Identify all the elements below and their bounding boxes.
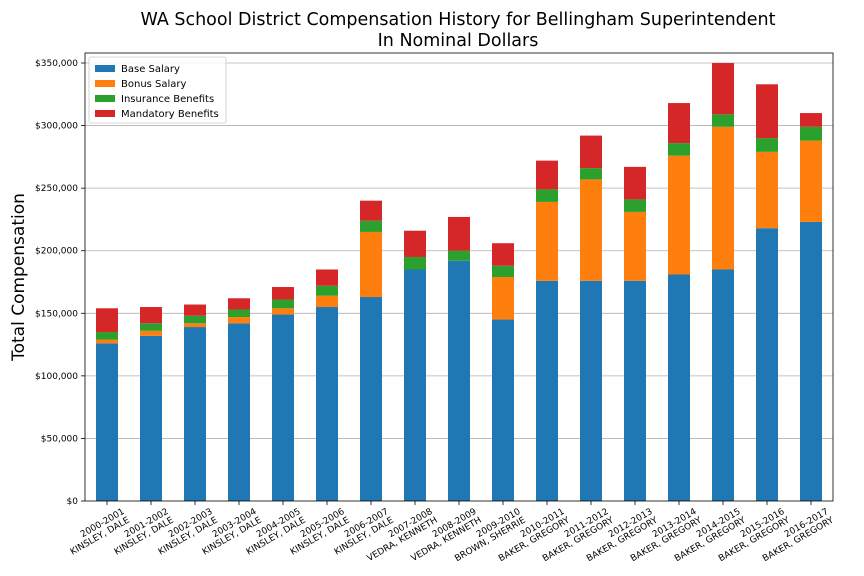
bar-segment-insurance-benefits bbox=[712, 114, 734, 127]
bar-segment-base-salary bbox=[800, 221, 822, 502]
bar-segment-mandatory-benefits bbox=[360, 200, 382, 221]
y-tick-label: $0 bbox=[67, 497, 79, 507]
bar-segment-bonus-salary bbox=[668, 155, 690, 275]
bar-segment-base-salary bbox=[756, 228, 778, 501]
legend-swatch bbox=[95, 110, 115, 117]
bar-segment-base-salary bbox=[360, 297, 382, 501]
bar-segment-mandatory-benefits bbox=[580, 135, 602, 169]
legend-label: Insurance Benefits bbox=[121, 94, 214, 105]
bar-segment-mandatory-benefits bbox=[96, 308, 118, 333]
bar-segment-bonus-salary bbox=[580, 179, 602, 281]
y-tick-label: $350,000 bbox=[35, 59, 78, 69]
bar-segment-bonus-salary bbox=[184, 323, 206, 328]
bar-segment-mandatory-benefits bbox=[404, 230, 426, 257]
y-axis-label: Total Compensation bbox=[9, 193, 29, 362]
bar-segment-base-salary bbox=[404, 269, 426, 501]
bar-segment-base-salary bbox=[184, 327, 206, 501]
bar-segment-insurance-benefits bbox=[756, 138, 778, 152]
bar-segment-insurance-benefits bbox=[448, 250, 470, 261]
bar-segment-insurance-benefits bbox=[140, 323, 162, 331]
bar-segment-insurance-benefits bbox=[272, 299, 294, 309]
bar-segment-mandatory-benefits bbox=[624, 166, 646, 200]
bar-segment-mandatory-benefits bbox=[492, 243, 514, 266]
bar-segment-base-salary bbox=[712, 269, 734, 501]
legend-swatch bbox=[95, 95, 115, 102]
legend-box bbox=[88, 56, 227, 124]
bar-segment-mandatory-benefits bbox=[228, 298, 250, 310]
bar-segment-insurance-benefits bbox=[360, 220, 382, 232]
bar-segment-base-salary bbox=[536, 280, 558, 501]
bar-segment-bonus-salary bbox=[624, 211, 646, 281]
bar-segment-mandatory-benefits bbox=[800, 113, 822, 127]
bar-segment-mandatory-benefits bbox=[712, 63, 734, 115]
bar-segment-base-salary bbox=[624, 280, 646, 501]
bar-segment-bonus-salary bbox=[96, 339, 118, 344]
legend-label: Bonus Salary bbox=[121, 79, 187, 90]
bar-segment-mandatory-benefits bbox=[184, 304, 206, 316]
y-tick-label: $250,000 bbox=[35, 184, 78, 194]
bar-segment-base-salary bbox=[272, 314, 294, 501]
bars bbox=[96, 63, 822, 502]
bar-segment-insurance-benefits bbox=[492, 265, 514, 277]
y-axis-ticks: $0 $50,000 $100,000 $150,000 $200,000 $250,00… bbox=[35, 59, 85, 507]
bar-segment-insurance-benefits bbox=[96, 332, 118, 340]
bar-segment-bonus-salary bbox=[316, 295, 338, 308]
bar-segment-base-salary bbox=[140, 335, 162, 501]
bar-segment-mandatory-benefits bbox=[272, 287, 294, 300]
bar-segment-insurance-benefits bbox=[184, 315, 206, 324]
bar-segment-insurance-benefits bbox=[624, 199, 646, 212]
legend: Base Salary Bonus Salary Insurance Benefit… bbox=[88, 56, 227, 124]
bar-segment-bonus-salary bbox=[800, 140, 822, 222]
bar-segment-base-salary bbox=[96, 343, 118, 501]
bar-segment-base-salary bbox=[316, 307, 338, 501]
bar-segment-insurance-benefits bbox=[316, 285, 338, 296]
y-tick-label: $200,000 bbox=[35, 247, 78, 257]
bar-segment-bonus-salary bbox=[360, 231, 382, 298]
y-tick-label: $150,000 bbox=[35, 309, 78, 319]
legend-label: Base Salary bbox=[121, 64, 180, 75]
bar-segment-bonus-salary bbox=[756, 151, 778, 229]
bar-segment-base-salary bbox=[448, 260, 470, 501]
bar-segment-bonus-salary bbox=[712, 126, 734, 270]
bar-segment-mandatory-benefits bbox=[448, 216, 470, 251]
bar-segment-bonus-salary bbox=[140, 330, 162, 336]
bar-segment-bonus-salary bbox=[536, 201, 558, 281]
chart-subtitle: In Nominal Dollars bbox=[378, 31, 539, 51]
bar-segment-insurance-benefits bbox=[668, 143, 690, 156]
bar-segment-insurance-benefits bbox=[536, 189, 558, 202]
y-tick-label: $100,000 bbox=[35, 372, 78, 382]
legend-label: Mandatory Benefits bbox=[121, 109, 219, 120]
bar-segment-mandatory-benefits bbox=[140, 307, 162, 324]
bar-segment-base-salary bbox=[580, 280, 602, 501]
bar-segment-insurance-benefits bbox=[800, 126, 822, 141]
bar-segment-insurance-benefits bbox=[228, 309, 250, 318]
y-tick-label: $300,000 bbox=[35, 122, 78, 132]
bar-segment-insurance-benefits bbox=[404, 256, 426, 270]
bar-segment-mandatory-benefits bbox=[316, 269, 338, 286]
bar-segment-bonus-salary bbox=[272, 308, 294, 315]
legend-swatch bbox=[95, 80, 115, 87]
bar-segment-base-salary bbox=[668, 274, 690, 501]
bar-segment-insurance-benefits bbox=[580, 168, 602, 180]
bar-segment-bonus-salary bbox=[492, 277, 514, 320]
chart-title: WA School District Compensation History … bbox=[140, 10, 775, 30]
y-tick-label: $50,000 bbox=[41, 434, 78, 444]
bar-segment-mandatory-benefits bbox=[668, 103, 690, 144]
bar-segment-bonus-salary bbox=[228, 317, 250, 324]
legend-swatch bbox=[95, 65, 115, 72]
bar-segment-base-salary bbox=[228, 323, 250, 501]
bar-segment-mandatory-benefits bbox=[536, 160, 558, 190]
bar-segment-mandatory-benefits bbox=[756, 84, 778, 139]
bar-segment-base-salary bbox=[492, 319, 514, 501]
